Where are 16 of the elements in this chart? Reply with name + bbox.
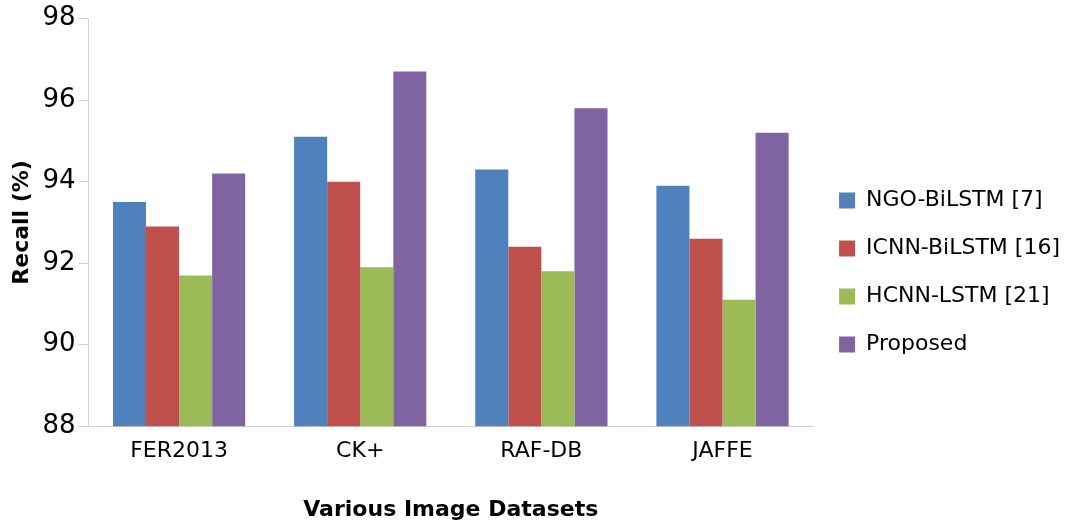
y-tick-label: 98 bbox=[42, 1, 76, 32]
x-tick-label: CK+ bbox=[336, 437, 385, 463]
legend-label: NGO-BiLSTM [7] bbox=[866, 186, 1043, 212]
x-tick-label: FER2013 bbox=[130, 437, 228, 463]
legend-label: ICNN-BiLSTM [16] bbox=[866, 234, 1060, 260]
legend-label: Proposed bbox=[866, 330, 968, 356]
x-tick-label: JAFFE bbox=[690, 437, 753, 463]
y-tick-label: 88 bbox=[42, 408, 76, 439]
y-axis-title: Recall (%) bbox=[7, 160, 33, 285]
y-tick-label: 94 bbox=[42, 164, 76, 195]
y-tick-label: 96 bbox=[42, 82, 76, 113]
y-tick-label: 90 bbox=[42, 327, 76, 358]
y-tick-label: 92 bbox=[42, 245, 76, 276]
x-tick-label: RAF-DB bbox=[500, 437, 583, 463]
legend-label: HCNN-LSTM [21] bbox=[866, 282, 1050, 308]
x-axis-title: Various Image Datasets bbox=[303, 495, 599, 521]
